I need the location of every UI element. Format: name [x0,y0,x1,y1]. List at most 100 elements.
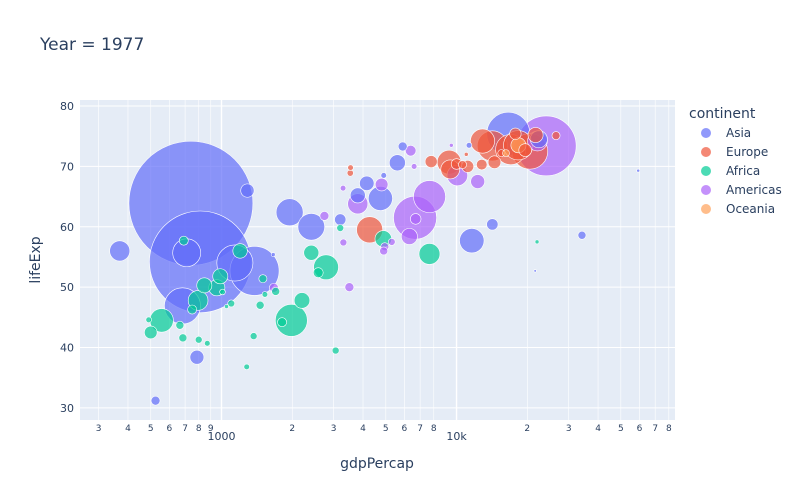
bubble-asia[interactable] [150,395,161,406]
bubble-americas[interactable] [339,238,348,247]
bubble-africa[interactable] [212,268,229,285]
bubble-africa[interactable] [227,299,236,308]
legend-label-americas[interactable]: Americas [726,183,782,197]
bubble-africa[interactable] [243,363,250,371]
bubble-asia[interactable] [359,175,375,191]
bubble-asia[interactable] [397,141,408,152]
bubble-europe[interactable] [551,131,561,140]
bubble-europe[interactable] [347,164,354,171]
y-tick-label: 40 [60,342,74,355]
bubble-asia[interactable] [275,198,304,227]
legend: continent Asia Europe Africa Americas Oceani… [689,106,782,216]
legend-marker-oceania[interactable] [701,204,711,214]
bubble-africa[interactable] [194,335,203,344]
bubble-africa[interactable] [313,267,324,278]
bubble-americas[interactable] [379,246,389,256]
bubble-europe[interactable] [518,143,532,157]
bubble-africa[interactable] [219,288,226,296]
x-minor-tick-label: 4 [360,424,366,434]
bubble-africa[interactable] [145,316,152,323]
bubble-asia[interactable] [459,228,485,254]
bubble-americas[interactable] [401,228,418,245]
bubble-europe[interactable] [470,128,495,154]
x-minor-tick-label: 3 [331,424,337,434]
bubble-asia[interactable] [636,168,641,173]
bubble-africa[interactable] [261,291,269,298]
legend-label-asia[interactable]: Asia [726,126,751,140]
bubble-africa[interactable] [175,320,185,330]
bubble-africa[interactable] [255,300,265,310]
bubble-americas[interactable] [410,213,422,225]
bubble-africa[interactable] [224,304,229,309]
bubble-africa[interactable] [178,235,189,246]
bubble-asia[interactable] [577,230,587,240]
bubble-africa[interactable] [196,277,213,294]
bubble-americas[interactable] [374,177,389,192]
bubble-africa[interactable] [187,304,197,315]
bubble-europe[interactable] [424,155,438,168]
x-major-tick-label: 10k [446,430,467,443]
bubble-asia[interactable] [380,172,387,179]
bubble-europe[interactable] [346,169,354,177]
bubble-africa[interactable] [293,292,311,309]
bubble-africa[interactable] [178,333,188,343]
bubble-africa[interactable] [258,274,268,284]
x-major-tick-label: 1000 [208,430,236,443]
bubble-asia[interactable] [109,240,131,262]
bubble-asia[interactable] [349,187,366,204]
bubble-europe[interactable] [458,160,467,169]
bubble-europe[interactable] [527,127,544,143]
bubble-africa[interactable] [204,340,211,347]
bubble-africa[interactable] [249,332,258,340]
bubble-europe[interactable] [509,127,522,140]
x-minor-tick-label: 2 [524,424,530,434]
bubble-oceania[interactable] [502,149,510,157]
bubble-africa[interactable] [232,243,248,259]
bubble-europe[interactable] [463,152,469,157]
bubble-americas[interactable] [405,145,417,157]
bubble-asia[interactable] [240,183,255,198]
legend-label-oceania[interactable]: Oceania [726,202,775,216]
legend-marker-asia[interactable] [701,128,711,138]
bubble-americas[interactable] [339,184,347,192]
bubble-americas[interactable] [448,142,454,148]
bubble-asia[interactable] [533,269,537,273]
bubble-europe[interactable] [476,158,488,171]
bubble-asia[interactable] [334,213,347,226]
legend-marker-americas[interactable] [701,185,711,195]
legend-label-africa[interactable]: Africa [726,164,760,178]
y-axis-title: lifeExp [28,236,44,283]
bubble-africa[interactable] [303,244,320,261]
bubble-africa[interactable] [144,325,158,340]
bubble-americas[interactable] [413,180,446,213]
legend-label-europe[interactable]: Europe [726,145,768,159]
bubble-americas[interactable] [387,238,396,246]
legend-marker-africa[interactable] [701,166,711,176]
x-minor-tick-label: 4 [125,424,131,434]
x-minor-tick-label: 5 [618,424,624,434]
bubble-africa[interactable] [331,346,340,355]
bubble-asia[interactable] [189,349,205,365]
bubble-africa[interactable] [271,287,281,296]
bubble-asia[interactable] [486,218,499,231]
bubble-americas[interactable] [319,211,330,221]
legend-marker-europe[interactable] [701,147,711,157]
bubble-asia[interactable] [465,142,473,149]
bubble-asia[interactable] [297,213,325,241]
bubble-africa[interactable] [275,304,308,337]
bubble-africa[interactable] [277,317,287,328]
x-minor-tick-label: 3 [566,424,572,434]
x-minor-tick-label: 6 [402,424,408,434]
bubble-americas[interactable] [470,174,485,189]
bubble-africa[interactable] [418,243,441,265]
bubble-africa[interactable] [534,239,540,245]
bubble-asia[interactable] [270,252,276,257]
x-minor-tick-label: 8 [431,424,437,434]
bubble-asia[interactable] [388,154,406,172]
bubble-americas[interactable] [410,163,418,170]
x-minor-tick-label: 6 [637,424,643,434]
bubble-europe[interactable] [487,155,502,169]
bubble-africa[interactable] [336,224,345,232]
bubble-americas[interactable] [344,282,355,292]
